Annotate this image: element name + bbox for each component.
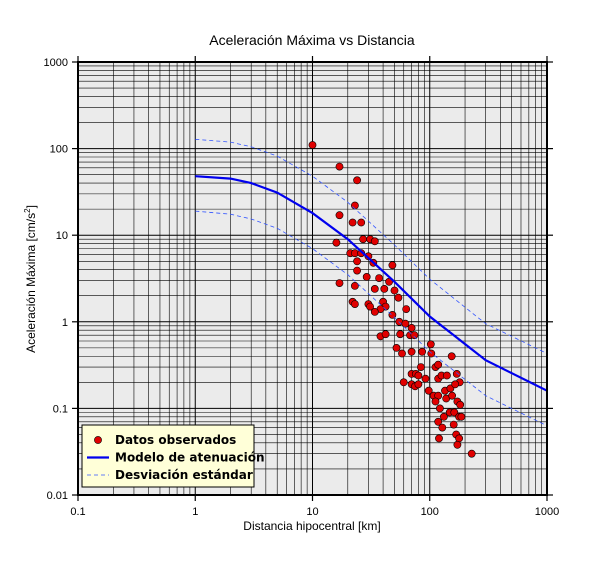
x-tick-label: 100 <box>421 506 439 518</box>
data-point-14 <box>364 252 373 261</box>
y-tick-label: 1 <box>62 317 68 329</box>
data-point-20 <box>375 274 383 282</box>
data-point-34 <box>366 302 374 311</box>
data-point-19 <box>362 272 371 281</box>
data-point-89 <box>435 434 443 443</box>
chart-title: Aceleración Máxima vs Distancia <box>209 32 415 48</box>
y-tick-label: 1000 <box>44 57 68 69</box>
data-point-92 <box>453 440 462 449</box>
data-point-93 <box>467 449 476 458</box>
data-point-60 <box>421 374 430 383</box>
data-point-91 <box>455 434 463 443</box>
legend-box <box>81 424 255 488</box>
data-point-0 <box>308 141 317 149</box>
x-tick-label: 0.1 <box>70 506 85 518</box>
data-point-39 <box>401 319 410 328</box>
legend-label: Datos observados <box>115 433 236 447</box>
data-point-17 <box>388 261 397 270</box>
data-point-74 <box>451 380 460 389</box>
data-point-27 <box>394 293 403 302</box>
std-deviation-line-2 <box>195 138 548 354</box>
data-point-80 <box>456 400 465 409</box>
data-point-8 <box>359 235 367 244</box>
data-point-26 <box>380 284 389 293</box>
data-point-88 <box>449 420 458 429</box>
data-point-51 <box>426 340 435 349</box>
x-axis-label: Distancia hipocentral [km] <box>243 519 380 533</box>
data-point-18 <box>353 266 361 275</box>
data-point-85 <box>457 412 466 421</box>
data-point-29 <box>350 300 359 308</box>
data-point-23 <box>370 284 379 293</box>
data-point-4 <box>335 211 344 220</box>
data-point-59 <box>414 371 423 380</box>
data-point-13 <box>357 249 366 258</box>
data-point-47 <box>398 349 406 358</box>
y-axis-label-tail: ] <box>24 205 38 208</box>
data-point-63 <box>442 371 451 380</box>
data-point-86 <box>434 417 443 426</box>
data-point-48 <box>407 347 416 356</box>
data-point-49 <box>418 347 426 356</box>
x-tick-label: 10 <box>306 506 318 518</box>
data-point-43 <box>396 330 405 339</box>
data-point-55 <box>447 352 456 361</box>
grid-layer <box>78 62 547 495</box>
legend-marker-icon <box>94 436 102 444</box>
legend-label: Modelo de atenuación <box>115 451 265 465</box>
data-point-21 <box>335 279 344 287</box>
y-axis-label: Aceleración Máxima [cm/s2] <box>23 205 38 353</box>
data-point-40 <box>407 323 416 332</box>
std-deviation-line-3 <box>195 210 548 427</box>
y-axis-label-main: Aceleración Máxima [cm/s <box>24 213 38 353</box>
data-point-75 <box>431 397 440 406</box>
data-point-25 <box>390 286 399 295</box>
y-tick-label: 10 <box>56 230 68 242</box>
data-point-69 <box>424 386 433 395</box>
data-point-54 <box>434 360 443 369</box>
data-point-76 <box>435 404 444 413</box>
data-point-45 <box>410 331 419 340</box>
data-point-10 <box>370 237 379 246</box>
data-point-36 <box>402 305 411 313</box>
series-layer <box>195 138 548 458</box>
data-point-7 <box>332 238 341 247</box>
x-tick-label: 1000 <box>535 506 559 518</box>
y-tick-label: 100 <box>50 144 68 156</box>
data-point-5 <box>348 218 357 227</box>
data-point-46 <box>392 343 401 352</box>
data-point-6 <box>357 218 366 227</box>
y-tick-label: 0.1 <box>53 403 68 415</box>
data-point-22 <box>350 281 359 290</box>
data-point-2 <box>353 176 361 185</box>
data-point-64 <box>452 369 461 378</box>
data-point-15 <box>353 257 361 266</box>
data-point-67 <box>414 380 423 389</box>
y-axis-label-superscript: 2 <box>23 208 32 213</box>
data-point-42 <box>381 330 390 339</box>
data-point-81 <box>439 412 448 421</box>
data-point-78 <box>448 391 456 400</box>
legend-label: Desviación estándar <box>115 468 253 482</box>
data-point-56 <box>399 378 408 387</box>
data-point-83 <box>450 408 459 417</box>
data-point-35 <box>370 307 379 316</box>
data-point-87 <box>438 423 447 432</box>
x-tick-label: 1 <box>192 506 198 518</box>
attenuation-model-line-1 <box>195 175 548 392</box>
data-point-1 <box>335 162 344 171</box>
data-point-3 <box>350 201 359 210</box>
y-tick-label: 0.01 <box>47 490 68 502</box>
legend: Datos observados Modelo de atenuación Desv… <box>81 424 265 488</box>
data-point-50 <box>416 363 425 371</box>
